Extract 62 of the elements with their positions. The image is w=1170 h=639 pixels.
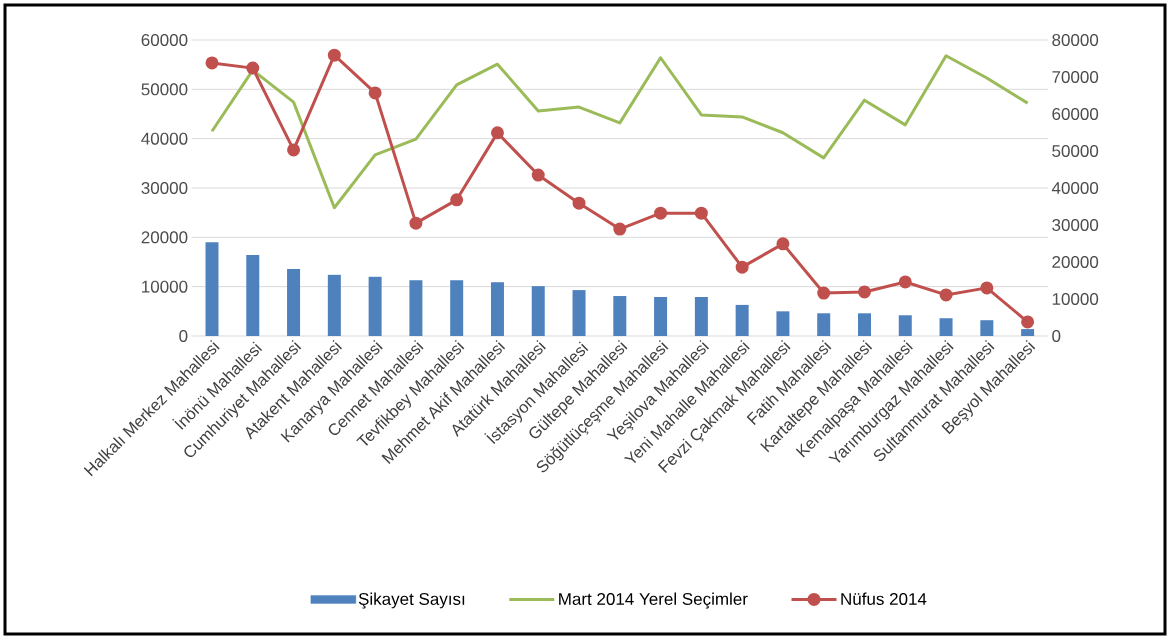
point <box>287 143 301 157</box>
point <box>980 281 994 295</box>
point <box>1021 315 1035 329</box>
point <box>205 56 219 70</box>
point <box>817 286 831 300</box>
bar <box>776 311 790 336</box>
y-tick-label: 50000 <box>141 83 188 96</box>
y2-tick-label: 60000 <box>1052 107 1099 121</box>
bar <box>1021 329 1035 336</box>
point <box>735 260 749 274</box>
y2-tick-label: 30000 <box>1052 218 1099 232</box>
y-tick-label: 40000 <box>141 132 188 145</box>
bar <box>694 297 708 336</box>
point <box>531 168 545 182</box>
bar <box>368 276 382 336</box>
bar <box>531 286 545 336</box>
bar <box>327 274 341 336</box>
bar <box>205 242 219 336</box>
point <box>654 206 668 220</box>
point <box>490 126 504 140</box>
y2-tick-label: 70000 <box>1052 70 1099 84</box>
point <box>246 61 260 75</box>
y2-tick-label: 10000 <box>1052 292 1099 306</box>
legend-label: Şikayet Sayısı <box>358 592 465 609</box>
bar <box>490 282 504 336</box>
y-tick-label: 30000 <box>141 181 188 195</box>
y2-tick-label: 0 <box>1052 329 1061 343</box>
bar <box>613 296 627 336</box>
point <box>368 86 382 100</box>
legend-label: Mart 2014 Yerel Seçimler <box>559 592 748 609</box>
bar <box>654 297 668 336</box>
y-tick-label: 10000 <box>142 280 188 293</box>
point <box>939 288 953 302</box>
bar <box>980 320 994 336</box>
point <box>572 196 586 210</box>
point <box>450 193 464 207</box>
y2-tick-label: 80000 <box>1052 33 1099 47</box>
y2-tick-label: 40000 <box>1051 181 1099 195</box>
point <box>776 237 790 251</box>
bar <box>287 268 301 336</box>
bar <box>409 280 423 336</box>
bar <box>898 315 912 336</box>
y-tick-label: 0 <box>179 329 188 343</box>
bar <box>817 313 831 336</box>
bar <box>246 255 260 336</box>
point <box>898 275 912 289</box>
bar <box>450 280 464 336</box>
line-series <box>210 54 1030 210</box>
bar <box>735 304 749 336</box>
point <box>327 48 341 62</box>
bar <box>939 318 953 336</box>
bar <box>572 290 586 336</box>
y2-tick-label: 50000 <box>1052 144 1099 158</box>
y-tick-label: 60000 <box>141 33 188 47</box>
y2-tick-label: 20000 <box>1052 255 1099 269</box>
y-tick-label: 20000 <box>141 231 188 244</box>
legend-label: Nüfus 2014 <box>841 592 927 605</box>
point <box>857 285 871 299</box>
point <box>694 206 708 220</box>
bar <box>857 313 871 336</box>
point <box>613 222 627 236</box>
point <box>409 216 423 230</box>
